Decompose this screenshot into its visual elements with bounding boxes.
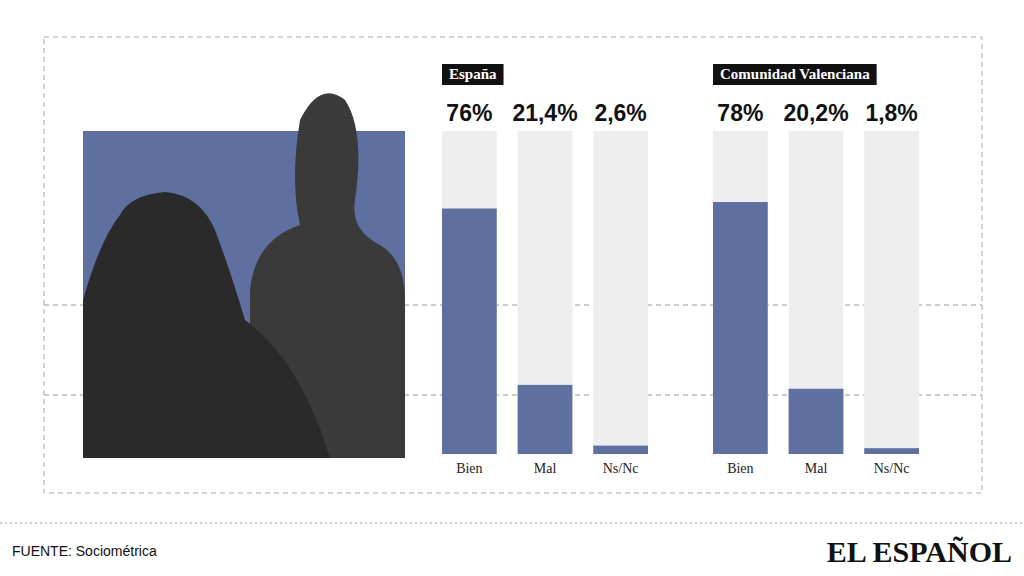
bar	[789, 389, 844, 454]
category-label: Mal	[534, 461, 557, 476]
bar-track	[713, 131, 768, 454]
labels: 78% 20,2% 1,8% Bien Mal Ns/Nc	[717, 100, 917, 476]
labels: 76% 21,4% 2,6% Bien Mal Ns/Nc	[446, 100, 646, 476]
source: FUENTE: Sociométrica	[12, 543, 157, 559]
category-label: Ns/Nc	[603, 461, 639, 476]
data-label: 78%	[717, 100, 763, 126]
category-label: Bien	[456, 461, 482, 476]
bar	[864, 448, 919, 454]
logo: EL ESPAÑOL	[827, 535, 1012, 568]
bar	[442, 209, 497, 454]
bars	[713, 202, 919, 454]
footer-rule	[0, 523, 1024, 524]
bar-track	[593, 131, 648, 454]
bar-track	[442, 131, 497, 454]
data-label: 2,6%	[594, 100, 646, 126]
bar-track	[789, 131, 844, 454]
data-label: 21,4%	[512, 100, 577, 126]
category-label: Mal	[805, 461, 828, 476]
chart: Comunidad Valenciana 78% 20,2% 1,8% Bien Mal N…	[713, 64, 919, 476]
bar	[713, 202, 768, 454]
photo-figure	[83, 192, 330, 458]
category-label: Ns/Nc	[874, 461, 910, 476]
canvas: España76%21,4%2,6%BienMalNs/NcComunidad …	[0, 0, 1024, 576]
bar-track	[518, 131, 573, 454]
chart-title: España	[449, 66, 497, 82]
data-label: 20,2%	[783, 100, 848, 126]
title-background	[442, 64, 504, 85]
title-box: Comunidad Valenciana	[713, 64, 877, 85]
bar	[518, 385, 573, 454]
tracks	[442, 131, 648, 454]
bar-track	[864, 131, 919, 454]
title-box: España	[442, 64, 504, 85]
photo	[83, 93, 405, 458]
bars	[442, 209, 648, 454]
data-label: 76%	[446, 100, 492, 126]
tracks	[713, 131, 919, 454]
frame	[44, 37, 982, 493]
data-label: 1,8%	[865, 100, 917, 126]
bar	[593, 446, 648, 454]
chart-title: Comunidad Valenciana	[720, 66, 870, 82]
title-background	[713, 64, 877, 85]
category-label: Bien	[727, 461, 753, 476]
chart: España 76% 21,4% 2,6% Bien Mal Ns/Nc	[442, 64, 648, 476]
